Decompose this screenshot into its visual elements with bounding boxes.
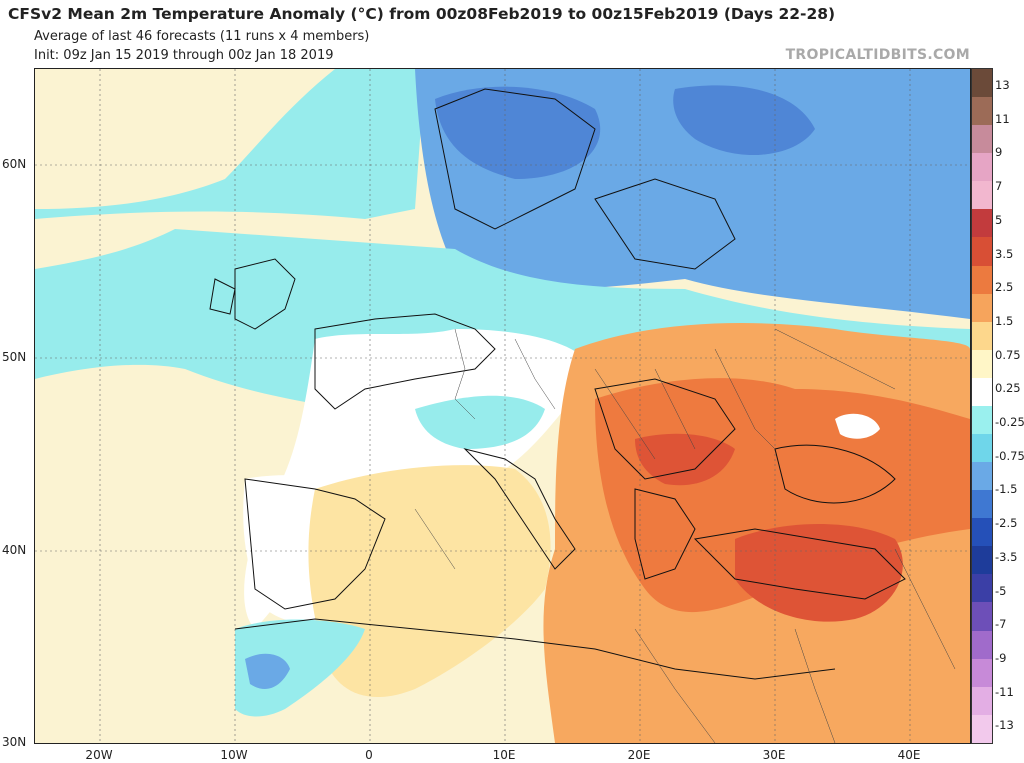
- region-morocco-cool-blue: [245, 653, 290, 689]
- colorbar-segment: [972, 153, 992, 182]
- lon-label-10w: 10W: [220, 748, 248, 762]
- colorbar-segment: [972, 321, 992, 350]
- colorbar-label: 7: [995, 179, 1003, 194]
- colorbar-label: 13: [995, 78, 1010, 92]
- lon-label-40e: 40E: [897, 748, 921, 762]
- lat-label-50n: 50N: [2, 350, 27, 364]
- colorbar-label: -0.25: [995, 415, 1024, 429]
- colorbar-segment: [972, 265, 992, 294]
- lon-label-10e: 10E: [492, 748, 516, 762]
- colorbar-label: -13: [995, 718, 1014, 733]
- region-central-europe-cool: [35, 229, 970, 415]
- map-canvas: [35, 69, 970, 743]
- colorbar-label: -3.5: [995, 549, 1018, 564]
- colorbar-label: 2.5: [995, 280, 1014, 295]
- colorbar-segment: [972, 377, 992, 406]
- colorbar-label: -0.75: [995, 448, 1024, 463]
- lat-label-60n: 60N: [2, 157, 27, 171]
- lon-label-20w: 20W: [85, 748, 113, 762]
- colorbar-segment: [972, 125, 992, 154]
- colorbar-segment: [972, 405, 992, 435]
- colorbar-label: -11: [995, 684, 1014, 699]
- colorbar-segment: [972, 434, 992, 463]
- coastlines: [209, 88, 906, 680]
- colorbar-label: 11: [995, 111, 1010, 126]
- colorbar-label: 0.25: [995, 381, 1021, 396]
- colorbar-segment: [972, 181, 992, 210]
- region-anatolia-warm-red: [735, 524, 903, 622]
- lat-label-40n: 40N: [2, 543, 27, 557]
- colorbar-label: -2.5: [995, 516, 1018, 531]
- colorbar-label: 9: [995, 145, 1003, 160]
- colorbar-label: 1.5: [995, 313, 1014, 328]
- lat-label-30n: 30N: [2, 735, 27, 749]
- region-northwest-cool: [35, 69, 425, 219]
- colorbar-label: -9: [995, 650, 1007, 665]
- colorbar-segment: [972, 714, 992, 743]
- colorbar-label: -7: [995, 617, 1007, 632]
- colorbar-segment: [972, 658, 992, 687]
- colorbar-segment: [972, 546, 992, 575]
- map-title: CFSv2 Mean 2m Temperature Anomaly (°C) f…: [8, 5, 836, 23]
- colorbar-label: -5: [995, 583, 1007, 598]
- region-north-africa-cool: [235, 619, 365, 717]
- region-crimea-neutral: [835, 413, 880, 439]
- map-gridlines: [35, 69, 970, 743]
- colorbar: [971, 68, 993, 744]
- brand-watermark: TROPICALTIDBITS.COM: [785, 47, 970, 63]
- lon-label-20e: 20E: [627, 748, 651, 762]
- colorbar-label: 3.5: [995, 246, 1014, 261]
- temperature-anomaly-map: [34, 68, 971, 744]
- colorbar-segment: [972, 69, 992, 98]
- colorbar-segment: [972, 293, 992, 322]
- region-mediterranean-light: [308, 465, 551, 698]
- lon-label-30e: 30E: [762, 748, 786, 762]
- colorbar-segment: [972, 237, 992, 266]
- lon-label-0: 0: [365, 748, 373, 762]
- region-alps-cool: [415, 395, 545, 449]
- country-borders: [414, 328, 956, 743]
- map-subtitle-init: Init: 09z Jan 15 2019 through 00z Jan 18…: [34, 48, 334, 63]
- colorbar-segment: [972, 602, 992, 631]
- colorbar-label: 5: [995, 212, 1003, 227]
- colorbar-label: 0.75: [995, 347, 1021, 362]
- colorbar-segment: [972, 349, 992, 378]
- region-nordic-deep-blue: [435, 86, 601, 179]
- colorbar-segment: [972, 686, 992, 715]
- colorbar-segment: [972, 630, 992, 659]
- region-black-sea-warm-red: [635, 433, 735, 486]
- colorbar-segment: [972, 97, 992, 126]
- colorbar-segment: [972, 574, 992, 603]
- colorbar-segment: [972, 518, 992, 547]
- colorbar-segment: [972, 490, 992, 519]
- colorbar-label: -1.5: [995, 482, 1018, 497]
- colorbar-segment: [972, 462, 992, 491]
- colorbar-segment: [972, 209, 992, 238]
- region-baltic-deep-blue: [673, 85, 815, 156]
- map-subtitle-forecasts: Average of last 46 forecasts (11 runs x …: [34, 29, 370, 44]
